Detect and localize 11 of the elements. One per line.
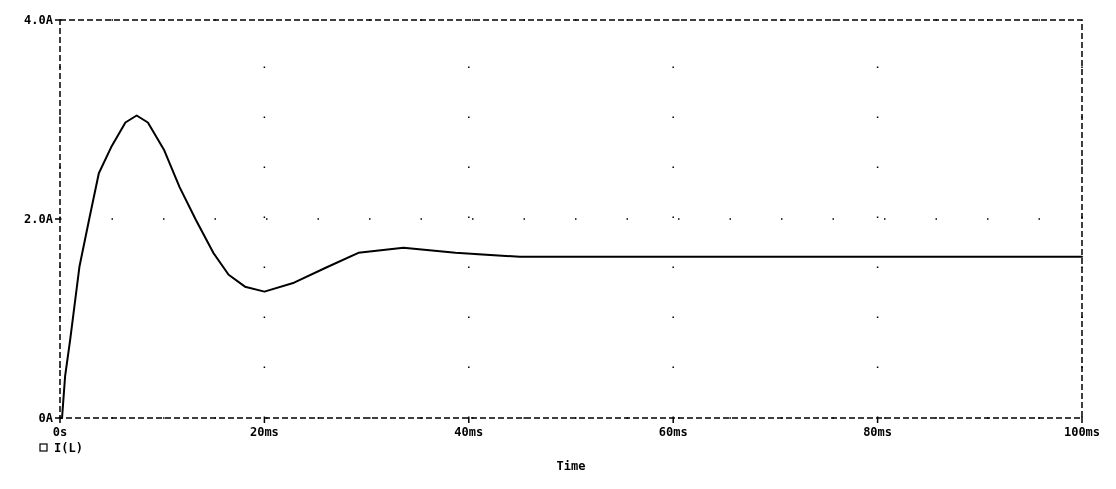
x-tick-label: 0s [52, 425, 68, 439]
x-tick-label: 60ms [658, 425, 688, 439]
y-tick-label: 0A [38, 411, 54, 425]
x-tick-label: 40ms [454, 425, 484, 439]
x-axis-title: Time [556, 459, 586, 473]
y-tick-label: 2.0A [24, 212, 54, 226]
x-tick-label: 80ms [863, 425, 893, 439]
x-tick-label: 20ms [249, 425, 279, 439]
y-tick-label: 4.0A [24, 13, 54, 27]
legend-label: I(L) [54, 441, 83, 455]
x-tick-label: 100ms [1063, 425, 1101, 439]
